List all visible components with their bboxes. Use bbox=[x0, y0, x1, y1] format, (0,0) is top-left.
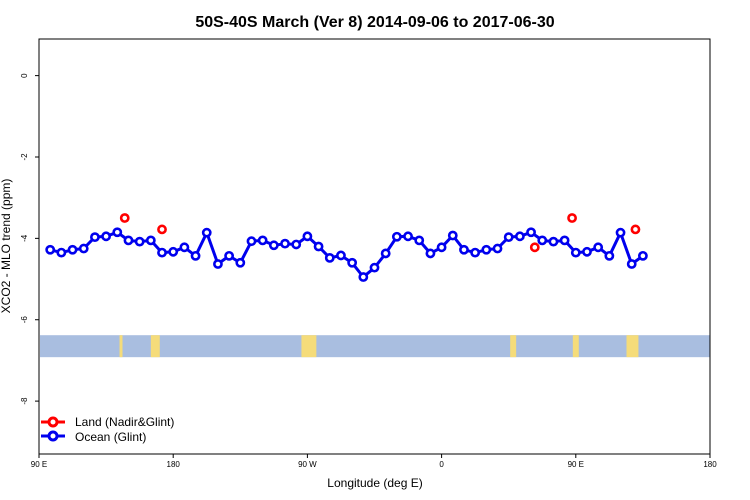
ocean-point bbox=[324, 252, 335, 263]
ocean-point bbox=[347, 257, 358, 268]
ocean-point bbox=[582, 246, 592, 257]
ocean-point bbox=[503, 232, 514, 243]
y-tick-label: -6 bbox=[20, 316, 29, 324]
ocean-point bbox=[369, 262, 380, 273]
x-tick-label: 180 bbox=[167, 460, 181, 469]
ocean-point bbox=[224, 250, 235, 261]
ocean-point bbox=[45, 244, 56, 255]
ocean-point bbox=[268, 240, 279, 251]
ocean-point bbox=[593, 242, 604, 253]
ocean-point bbox=[123, 235, 134, 246]
ocean-point bbox=[302, 231, 313, 242]
ocean-point bbox=[213, 259, 223, 269]
land-point bbox=[157, 224, 167, 235]
land-patch bbox=[119, 335, 123, 358]
ocean-point bbox=[436, 242, 447, 253]
x-tick-label: 90 E bbox=[568, 460, 584, 469]
y-tick-label: -4 bbox=[20, 234, 29, 242]
ocean-point bbox=[201, 227, 212, 238]
ocean-point bbox=[492, 243, 503, 254]
legend: Land (Nadir&Glint) Ocean (Glint) bbox=[41, 415, 174, 444]
y-axis: 0 -2 -4 -6 -8 bbox=[20, 73, 39, 405]
ocean-point bbox=[56, 247, 67, 258]
ocean-point bbox=[414, 235, 425, 246]
ocean-point bbox=[358, 272, 369, 282]
ocean-point bbox=[134, 236, 145, 247]
ocean-point bbox=[391, 231, 402, 242]
ocean-point bbox=[336, 250, 346, 261]
ocean-point bbox=[526, 227, 536, 238]
land-patch bbox=[510, 335, 517, 358]
land-series bbox=[119, 213, 641, 253]
ocean-point bbox=[246, 236, 257, 247]
y-tick-label: -2 bbox=[20, 153, 29, 161]
ocean-point bbox=[548, 236, 559, 247]
ocean-point bbox=[615, 227, 626, 238]
ocean-point bbox=[157, 247, 167, 258]
ocean-point bbox=[537, 235, 548, 246]
ocean-point bbox=[168, 246, 179, 257]
ocean-point bbox=[447, 230, 458, 241]
ocean-point bbox=[380, 248, 391, 259]
land-patch bbox=[626, 335, 639, 358]
ocean-point bbox=[403, 231, 413, 242]
y-tick-label: 0 bbox=[20, 73, 29, 78]
land-point bbox=[119, 213, 130, 223]
x-tick-label: 0 bbox=[439, 460, 444, 469]
ocean-point bbox=[638, 250, 648, 261]
ocean-point bbox=[626, 259, 637, 269]
ocean-point bbox=[112, 227, 123, 238]
chart-title: 50S-40S March (Ver 8) 2014-09-06 to 2017… bbox=[195, 14, 554, 31]
ocean-strip bbox=[40, 335, 710, 358]
ocean-series bbox=[45, 227, 648, 282]
ocean-point bbox=[481, 244, 492, 255]
y-tick-label: -8 bbox=[20, 397, 29, 405]
ocean-point bbox=[257, 235, 268, 246]
ocean-point bbox=[570, 247, 581, 258]
ocean-point bbox=[78, 243, 89, 254]
ocean-point bbox=[145, 235, 156, 246]
x-axis-label: Longitude (deg E) bbox=[327, 476, 422, 490]
land-point bbox=[567, 213, 577, 223]
x-tick-label: 90 E bbox=[31, 460, 47, 469]
ocean-point bbox=[235, 257, 246, 268]
x-tick-label: 180 bbox=[703, 460, 717, 469]
legend-land-label: Land (Nadir&Glint) bbox=[75, 415, 174, 429]
ocean-point bbox=[190, 250, 201, 261]
land-point bbox=[529, 242, 540, 253]
plot-frame bbox=[38, 38, 711, 455]
ocean-point bbox=[291, 239, 302, 250]
legend-ocean-marker bbox=[47, 430, 59, 442]
land-patch bbox=[301, 335, 317, 358]
x-axis: 90 E 180 90 W 0 90 E 180 bbox=[31, 454, 717, 469]
ocean-point bbox=[280, 238, 290, 249]
legend-ocean-label: Ocean (Glint) bbox=[75, 430, 146, 444]
land-ocean-band bbox=[40, 335, 710, 358]
ocean-point bbox=[470, 247, 481, 258]
legend-land-marker bbox=[47, 416, 59, 428]
ocean-point bbox=[604, 250, 615, 261]
land-point bbox=[630, 224, 641, 235]
x-tick-label: 90 W bbox=[298, 460, 317, 469]
ocean-point bbox=[67, 244, 78, 255]
y-axis-label: XCO2 - MLO trend (ppm) bbox=[0, 179, 13, 314]
ocean-point bbox=[179, 242, 190, 253]
land-patch bbox=[150, 335, 160, 358]
ocean-point bbox=[313, 241, 324, 252]
ocean-point bbox=[90, 232, 100, 243]
ocean-point bbox=[101, 231, 111, 242]
ocean-point bbox=[425, 248, 436, 259]
ocean-point bbox=[459, 244, 469, 255]
land-patch bbox=[572, 335, 579, 358]
ocean-point bbox=[559, 235, 570, 246]
ocean-point bbox=[514, 231, 525, 242]
